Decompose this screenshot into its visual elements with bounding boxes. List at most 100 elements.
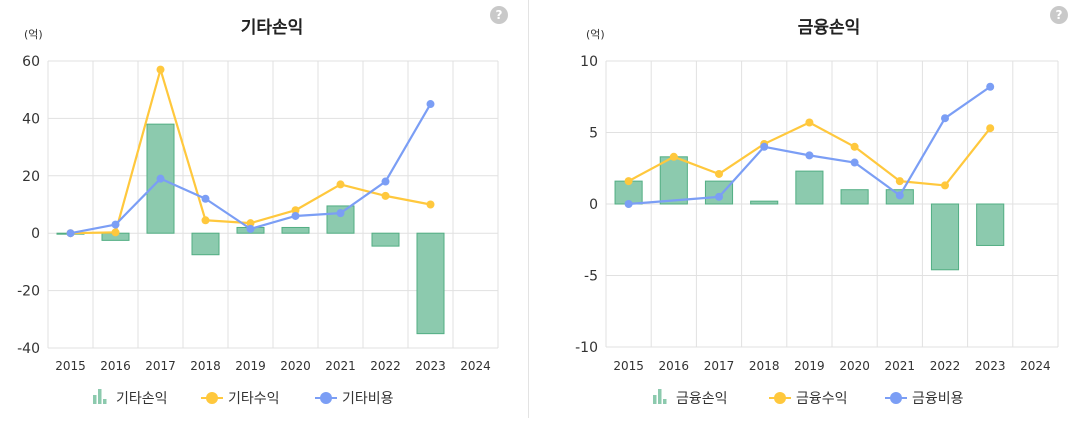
point-금융비용-2015[interactable] <box>624 200 633 208</box>
x-tick-label: 2017 <box>704 359 735 373</box>
chart-title: 금융손익 <box>798 18 861 38</box>
bar-icon-part <box>663 399 667 404</box>
point-금융수익-2016[interactable] <box>669 152 678 161</box>
point-금융비용-2018[interactable] <box>760 142 769 151</box>
point-기타수익-2020[interactable] <box>291 206 300 215</box>
y-tick-label: 0 <box>31 226 40 242</box>
y-tick-label: -10 <box>575 340 598 356</box>
point-기타비용-2021[interactable] <box>336 209 345 218</box>
chart-other-income-svg: 기타손익 (억) 60 40 20 0 -20 -40 2015 2016 2017 2018 2019… <box>17 18 499 407</box>
bar-icon-part <box>98 389 102 404</box>
y-tick-label: 60 <box>22 54 40 70</box>
y-tick-label: 10 <box>580 54 598 70</box>
legend-dot <box>206 392 218 404</box>
point-금융비용-2022[interactable] <box>941 114 949 123</box>
point-금융비용-2021[interactable] <box>895 191 904 200</box>
point-기타수익-2018[interactable] <box>201 216 210 225</box>
bar-2019[interactable] <box>795 170 824 205</box>
bar-2023[interactable] <box>416 232 445 335</box>
point-금융수익-2017[interactable] <box>715 169 723 178</box>
point-기타수익-2023[interactable] <box>426 200 435 209</box>
y-tick-label: 20 <box>22 169 40 185</box>
line-marker-icon <box>885 392 907 404</box>
point-금융비용-2019[interactable] <box>805 151 814 160</box>
chart-financial-income-svg: 금융손익 (억) 10 5 0 -5 -10 2015 2016 2017 2018 2019 2020… <box>575 18 1059 407</box>
legend-label: 금융손익 <box>676 391 728 407</box>
point-기타비용-2018[interactable] <box>201 194 210 203</box>
panel-divider <box>528 0 529 418</box>
line-marker-icon <box>769 392 791 404</box>
x-tick-label: 2023 <box>415 359 446 373</box>
x-tick-label: 2018 <box>190 359 221 373</box>
grid-group <box>605 60 1059 348</box>
help-icon[interactable]: ? <box>490 6 508 24</box>
y-tick-label: 0 <box>589 197 598 213</box>
y-tick-label: 5 <box>589 126 598 142</box>
y-tick-label: -40 <box>17 341 40 357</box>
bar-chart-icon <box>93 389 107 404</box>
point-기타비용-2016[interactable] <box>111 220 120 229</box>
point-기타수익-2017[interactable] <box>156 65 165 74</box>
x-tick-label: 2021 <box>885 359 916 373</box>
point-기타수익-2021[interactable] <box>336 180 345 189</box>
bar-2020[interactable] <box>281 226 310 234</box>
x-tick-label: 2019 <box>794 359 825 373</box>
point-금융수익-2019[interactable] <box>805 118 814 127</box>
x-tick-label: 2022 <box>930 359 961 373</box>
point-기타수익-2019[interactable] <box>246 219 255 228</box>
legend: 금융손익 금융수익 금융비용 <box>653 389 964 407</box>
grid-group <box>47 60 499 349</box>
point-금융수익-2022[interactable] <box>941 181 949 190</box>
y-tick-label: -5 <box>584 269 598 285</box>
x-tick-label: 2016 <box>659 359 690 373</box>
legend-label: 기타수익 <box>228 391 280 407</box>
point-기타수익-2016[interactable] <box>111 228 120 237</box>
point-기타비용-2020[interactable] <box>291 211 300 220</box>
bar-icon-part <box>653 395 657 404</box>
x-tick-label: 2015 <box>613 359 644 373</box>
legend-item-금융손익[interactable]: 금융손익 <box>653 389 728 407</box>
bar-2022[interactable] <box>930 203 960 271</box>
x-tick-label: 2024 <box>460 359 491 373</box>
legend-dot <box>774 392 786 404</box>
point-기타비용-2017[interactable] <box>156 174 165 183</box>
point-기타비용-2019[interactable] <box>246 224 255 233</box>
point-기타수익-2022[interactable] <box>381 191 390 200</box>
series-line-금융비용 <box>628 85 991 206</box>
point-기타비용-2023[interactable] <box>426 100 435 109</box>
bar-2016[interactable] <box>659 156 688 205</box>
legend: 기타손익 기타수익 기타비용 <box>93 389 394 407</box>
point-금융수익-2021[interactable] <box>895 177 904 186</box>
legend-item-기타손익[interactable]: 기타손익 <box>93 389 168 407</box>
line-marker-icon <box>315 392 337 404</box>
point-금융수익-2023[interactable] <box>986 124 995 133</box>
bar-2023[interactable] <box>976 203 1005 246</box>
point-금융비용-2023[interactable] <box>986 82 995 91</box>
help-icon[interactable]: ? <box>1050 6 1068 24</box>
bar-chart-icon <box>653 389 667 404</box>
legend-item-기타수익[interactable]: 기타수익 <box>201 391 280 407</box>
point-금융수익-2015[interactable] <box>624 177 633 186</box>
line-marker-icon <box>201 392 223 404</box>
legend-item-금융수익[interactable]: 금융수익 <box>769 391 848 407</box>
legend-label: 기타비용 <box>342 391 394 407</box>
legend-item-금융비용[interactable]: 금융비용 <box>885 391 964 407</box>
bar-2022[interactable] <box>371 232 400 247</box>
x-tick-label: 2017 <box>145 359 176 373</box>
bar-2018[interactable] <box>750 200 779 205</box>
bar-2018[interactable] <box>191 232 220 256</box>
legend-dot <box>890 392 902 404</box>
bar-2020[interactable] <box>840 189 869 205</box>
bar-icon-part <box>103 399 107 404</box>
point-기타비용-2022[interactable] <box>381 177 390 186</box>
point-금융수익-2020[interactable] <box>850 142 859 151</box>
legend-item-기타비용[interactable]: 기타비용 <box>315 391 394 407</box>
unit-label: (억) <box>24 28 43 41</box>
point-금융비용-2020[interactable] <box>850 158 859 167</box>
point-금융비용-2017[interactable] <box>715 192 723 201</box>
series-line-기타비용 <box>70 103 432 235</box>
legend-label: 금융수익 <box>796 391 848 407</box>
x-tick-label: 2020 <box>839 359 870 373</box>
point-기타비용-2015[interactable] <box>66 229 75 238</box>
x-tick-label: 2023 <box>975 359 1006 373</box>
